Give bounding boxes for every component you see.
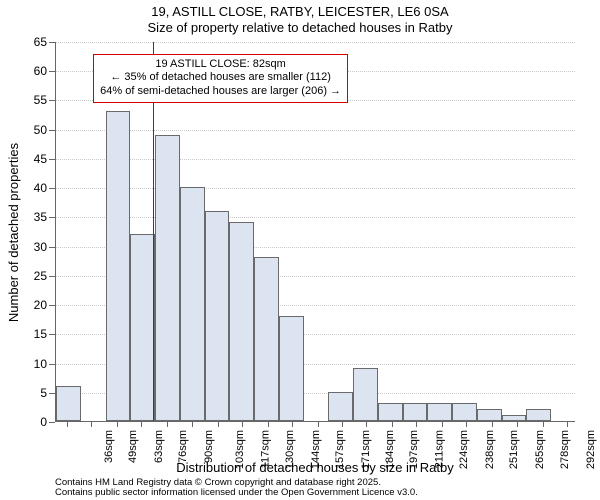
x-tick bbox=[392, 421, 393, 427]
histogram-bar bbox=[155, 135, 180, 421]
histogram-bar bbox=[254, 257, 279, 421]
x-tick-label: 63sqm bbox=[153, 430, 165, 463]
x-tick-label: 197sqm bbox=[408, 430, 420, 469]
x-tick bbox=[416, 421, 417, 427]
footer-line-1: Contains HM Land Registry data © Crown c… bbox=[55, 477, 381, 488]
x-tick-label: 144sqm bbox=[310, 430, 322, 469]
histogram-bar bbox=[180, 187, 205, 421]
gridline-h bbox=[56, 130, 575, 131]
x-tick-label: 49sqm bbox=[127, 430, 139, 463]
histogram-bar bbox=[130, 234, 155, 421]
x-tick-label: 278sqm bbox=[559, 430, 571, 469]
plot-area: 19 ASTILL CLOSE: 82sqm← 35% of detached … bbox=[55, 42, 575, 422]
x-tick bbox=[268, 421, 269, 427]
title-line-1: 19, ASTILL CLOSE, RATBY, LEICESTER, LE6 … bbox=[151, 4, 448, 19]
x-tick bbox=[67, 421, 68, 427]
annot-line-2: ← 35% of detached houses are smaller (11… bbox=[110, 71, 331, 83]
x-tick bbox=[167, 421, 168, 427]
x-tick bbox=[242, 421, 243, 427]
x-tick bbox=[567, 421, 568, 427]
x-tick-label: 184sqm bbox=[384, 430, 396, 469]
y-tick-label: 5 bbox=[0, 386, 47, 400]
gridline-h bbox=[56, 42, 575, 43]
y-tick-label: 30 bbox=[0, 240, 47, 254]
x-tick bbox=[517, 421, 518, 427]
footer-attribution: Contains HM Land Registry data © Crown c… bbox=[55, 478, 418, 499]
x-tick bbox=[466, 421, 467, 427]
annotation-box: 19 ASTILL CLOSE: 82sqm← 35% of detached … bbox=[93, 54, 348, 103]
histogram-bar bbox=[205, 211, 230, 421]
y-tick-label: 15 bbox=[0, 327, 47, 341]
x-tick bbox=[318, 421, 319, 427]
histogram-bar bbox=[452, 403, 477, 421]
x-tick-label: 292sqm bbox=[585, 430, 597, 469]
histogram-bar bbox=[403, 403, 428, 421]
y-tick-label: 35 bbox=[0, 210, 47, 224]
x-tick-label: 157sqm bbox=[334, 430, 346, 469]
x-tick-label: 90sqm bbox=[203, 430, 215, 463]
histogram-bar bbox=[279, 316, 304, 421]
y-axis-label-text: Number of detached properties bbox=[7, 142, 22, 321]
histogram-bar bbox=[477, 409, 502, 421]
x-tick bbox=[192, 421, 193, 427]
y-tick-label: 65 bbox=[0, 35, 47, 49]
x-tick-label: 211sqm bbox=[433, 430, 445, 468]
x-tick bbox=[91, 421, 92, 427]
x-tick-label: 117sqm bbox=[259, 430, 271, 468]
y-tick-label: 20 bbox=[0, 298, 47, 312]
histogram-bar bbox=[378, 403, 403, 421]
gridline-h bbox=[56, 217, 575, 218]
x-tick bbox=[342, 421, 343, 427]
histogram-bar bbox=[328, 392, 353, 421]
gridline-h bbox=[56, 188, 575, 189]
chart-title: 19, ASTILL CLOSE, RATBY, LEICESTER, LE6 … bbox=[0, 4, 600, 37]
footer-line-2: Contains public sector information licen… bbox=[55, 487, 418, 498]
x-tick-label: 171sqm bbox=[360, 430, 372, 469]
title-line-2: Size of property relative to detached ho… bbox=[148, 20, 453, 35]
y-tick-label: 0 bbox=[0, 415, 47, 429]
annot-line-1: 19 ASTILL CLOSE: 82sqm bbox=[155, 58, 285, 70]
x-tick bbox=[442, 421, 443, 427]
histogram-bar bbox=[229, 222, 254, 421]
x-tick-label: 224sqm bbox=[458, 430, 470, 469]
gridline-h bbox=[56, 159, 575, 160]
histogram-bar bbox=[56, 386, 81, 421]
x-tick-label: 103sqm bbox=[234, 430, 246, 469]
x-tick bbox=[366, 421, 367, 427]
y-tick-label: 45 bbox=[0, 152, 47, 166]
x-tick bbox=[492, 421, 493, 427]
x-tick bbox=[141, 421, 142, 427]
histogram-bar bbox=[427, 403, 452, 421]
chart-container: 19, ASTILL CLOSE, RATBY, LEICESTER, LE6 … bbox=[0, 0, 600, 500]
x-tick bbox=[292, 421, 293, 427]
x-tick bbox=[117, 421, 118, 427]
histogram-bar bbox=[106, 111, 131, 421]
x-tick bbox=[218, 421, 219, 427]
y-tick-label: 25 bbox=[0, 269, 47, 283]
y-tick-label: 50 bbox=[0, 123, 47, 137]
annot-line-3: 64% of semi-detached houses are larger (… bbox=[100, 85, 341, 97]
x-tick-label: 36sqm bbox=[103, 430, 115, 463]
x-tick-label: 130sqm bbox=[284, 430, 296, 469]
histogram-bar bbox=[526, 409, 551, 421]
y-tick bbox=[49, 422, 55, 423]
y-tick-label: 10 bbox=[0, 357, 47, 371]
x-tick-label: 265sqm bbox=[535, 430, 547, 469]
x-tick-label: 76sqm bbox=[177, 430, 189, 463]
histogram-bar bbox=[502, 415, 527, 421]
y-tick-label: 60 bbox=[0, 64, 47, 78]
x-tick-label: 251sqm bbox=[509, 430, 521, 469]
y-tick-label: 40 bbox=[0, 181, 47, 195]
x-tick bbox=[543, 421, 544, 427]
histogram-bar bbox=[353, 368, 378, 421]
y-tick-label: 55 bbox=[0, 93, 47, 107]
x-tick-label: 238sqm bbox=[484, 430, 496, 469]
